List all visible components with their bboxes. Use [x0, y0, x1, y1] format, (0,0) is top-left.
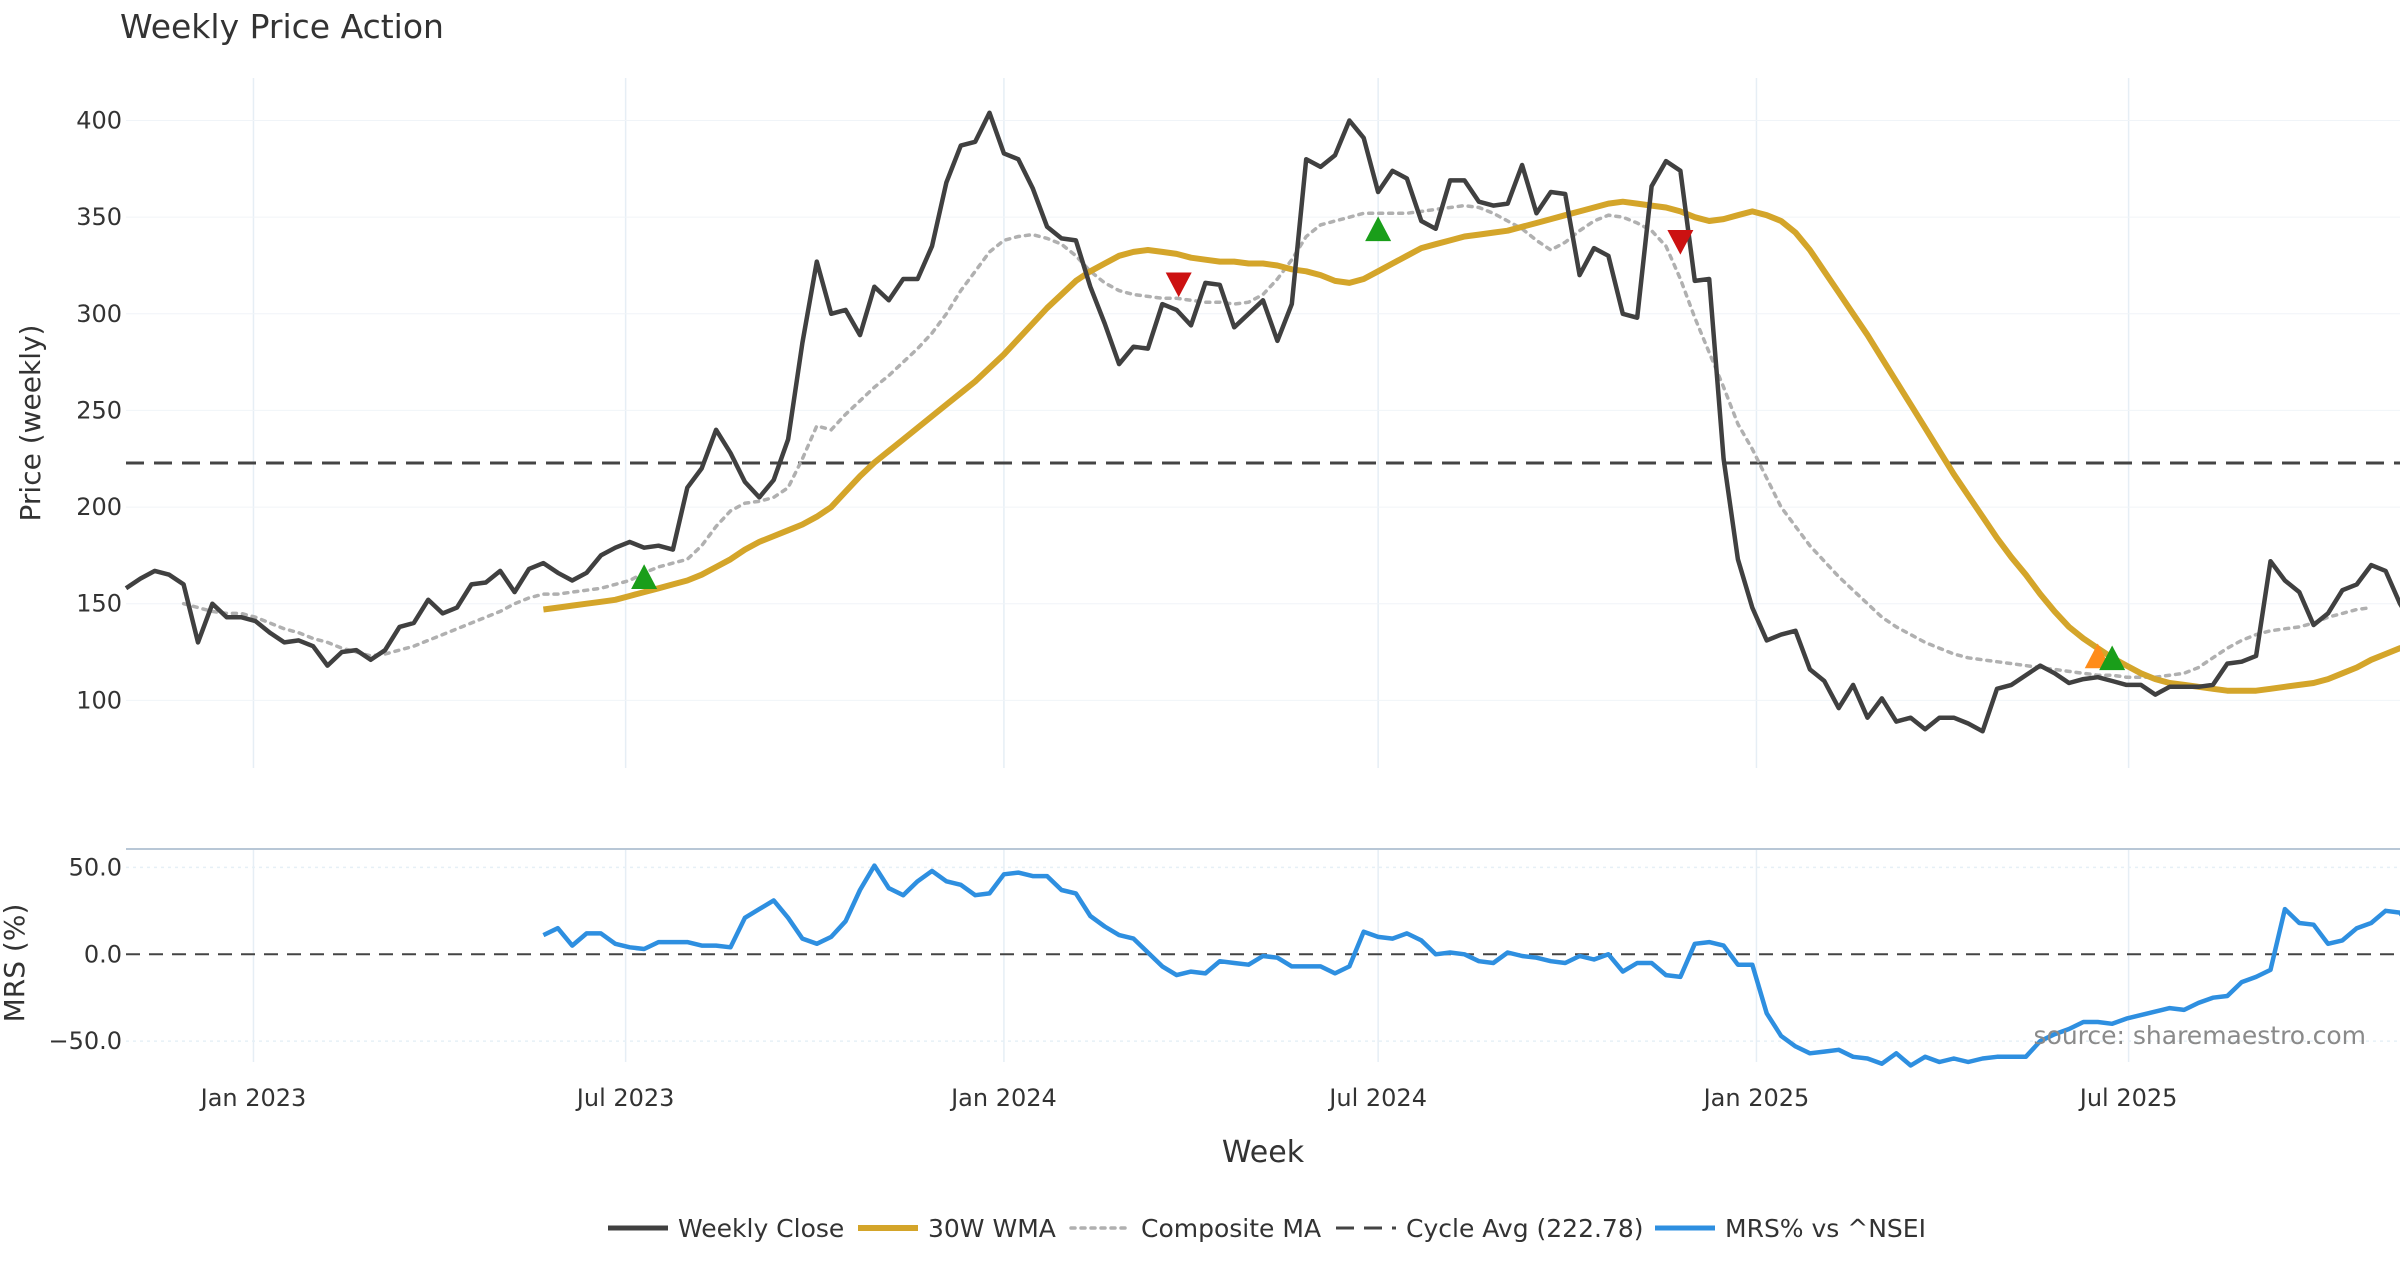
buy-signal-marker — [2099, 645, 2126, 671]
price-y-tick-label: 250 — [76, 396, 122, 424]
price-y-ticks: 100 150 200 250 300 350 400 — [76, 107, 122, 715]
x-axis-ticks: Jan 2023 Jul 2023 Jan 2024 Jul 2024 Jan 2025… — [199, 1084, 2178, 1112]
buy-signal-marker — [1365, 216, 1392, 242]
legend-label-composite-ma: Composite MA — [1141, 1214, 1321, 1243]
x-tick-label: Jul 2023 — [575, 1084, 675, 1112]
legend-item-weekly-close: Weekly Close — [608, 1214, 844, 1243]
x-tick-label: Jul 2024 — [1327, 1084, 1427, 1112]
buy-signal-marker — [631, 564, 658, 589]
mrs-y-ticks: 50.0 0.0 −50.0 — [48, 853, 122, 1055]
composite-ma-line — [181, 203, 2373, 679]
price-y-tick-label: 100 — [76, 686, 122, 714]
wma-30w-line — [543, 198, 2400, 694]
price-grid — [126, 78, 2400, 768]
mrs-y-tick-label: 0.0 — [84, 940, 122, 968]
x-tick-label: Jan 2025 — [1702, 1084, 1810, 1112]
legend-label-weekly-close: Weekly Close — [678, 1214, 844, 1243]
x-tick-label: Jan 2023 — [199, 1084, 307, 1112]
price-y-tick-label: 150 — [76, 590, 122, 618]
legend: Weekly Close 30W WMA Composite MA Cycle … — [608, 1214, 1926, 1243]
legend-label-cycle-avg: Cycle Avg (222.78) — [1406, 1214, 1644, 1243]
price-y-axis-label: Price (weekly) — [14, 325, 47, 522]
mrs-y-tick-label: 50.0 — [69, 853, 122, 881]
legend-label-wma: 30W WMA — [928, 1214, 1056, 1243]
x-tick-label: Jul 2025 — [2078, 1084, 2178, 1112]
weekly-close-line — [124, 110, 2400, 734]
mrs-y-axis-label: MRS (%) — [0, 904, 31, 1023]
signal-markers — [631, 216, 2126, 671]
mrs-line — [542, 863, 2400, 1068]
chart-title: Weekly Price Action — [120, 7, 444, 46]
legend-label-mrs: MRS% vs ^NSEI — [1725, 1214, 1926, 1243]
legend-item-wma: 30W WMA — [858, 1214, 1056, 1243]
legend-item-cycle-avg: Cycle Avg (222.78) — [1336, 1214, 1644, 1243]
price-y-tick-label: 200 — [76, 493, 122, 521]
price-y-tick-label: 400 — [76, 107, 122, 135]
legend-item-mrs: MRS% vs ^NSEI — [1655, 1214, 1926, 1243]
price-y-tick-label: 350 — [76, 203, 122, 231]
sell-signal-marker — [1667, 229, 1694, 255]
x-axis-label: Week — [1222, 1135, 1305, 1170]
source-label: source: sharemaestro.com — [2034, 1021, 2367, 1050]
legend-item-composite-ma: Composite MA — [1069, 1214, 1321, 1243]
sell-signal-marker — [1165, 272, 1192, 298]
price-y-tick-label: 300 — [76, 300, 122, 328]
mrs-grid — [126, 850, 2400, 1062]
x-tick-label: Jan 2024 — [949, 1084, 1057, 1112]
mrs-y-tick-label: −50.0 — [48, 1027, 122, 1055]
